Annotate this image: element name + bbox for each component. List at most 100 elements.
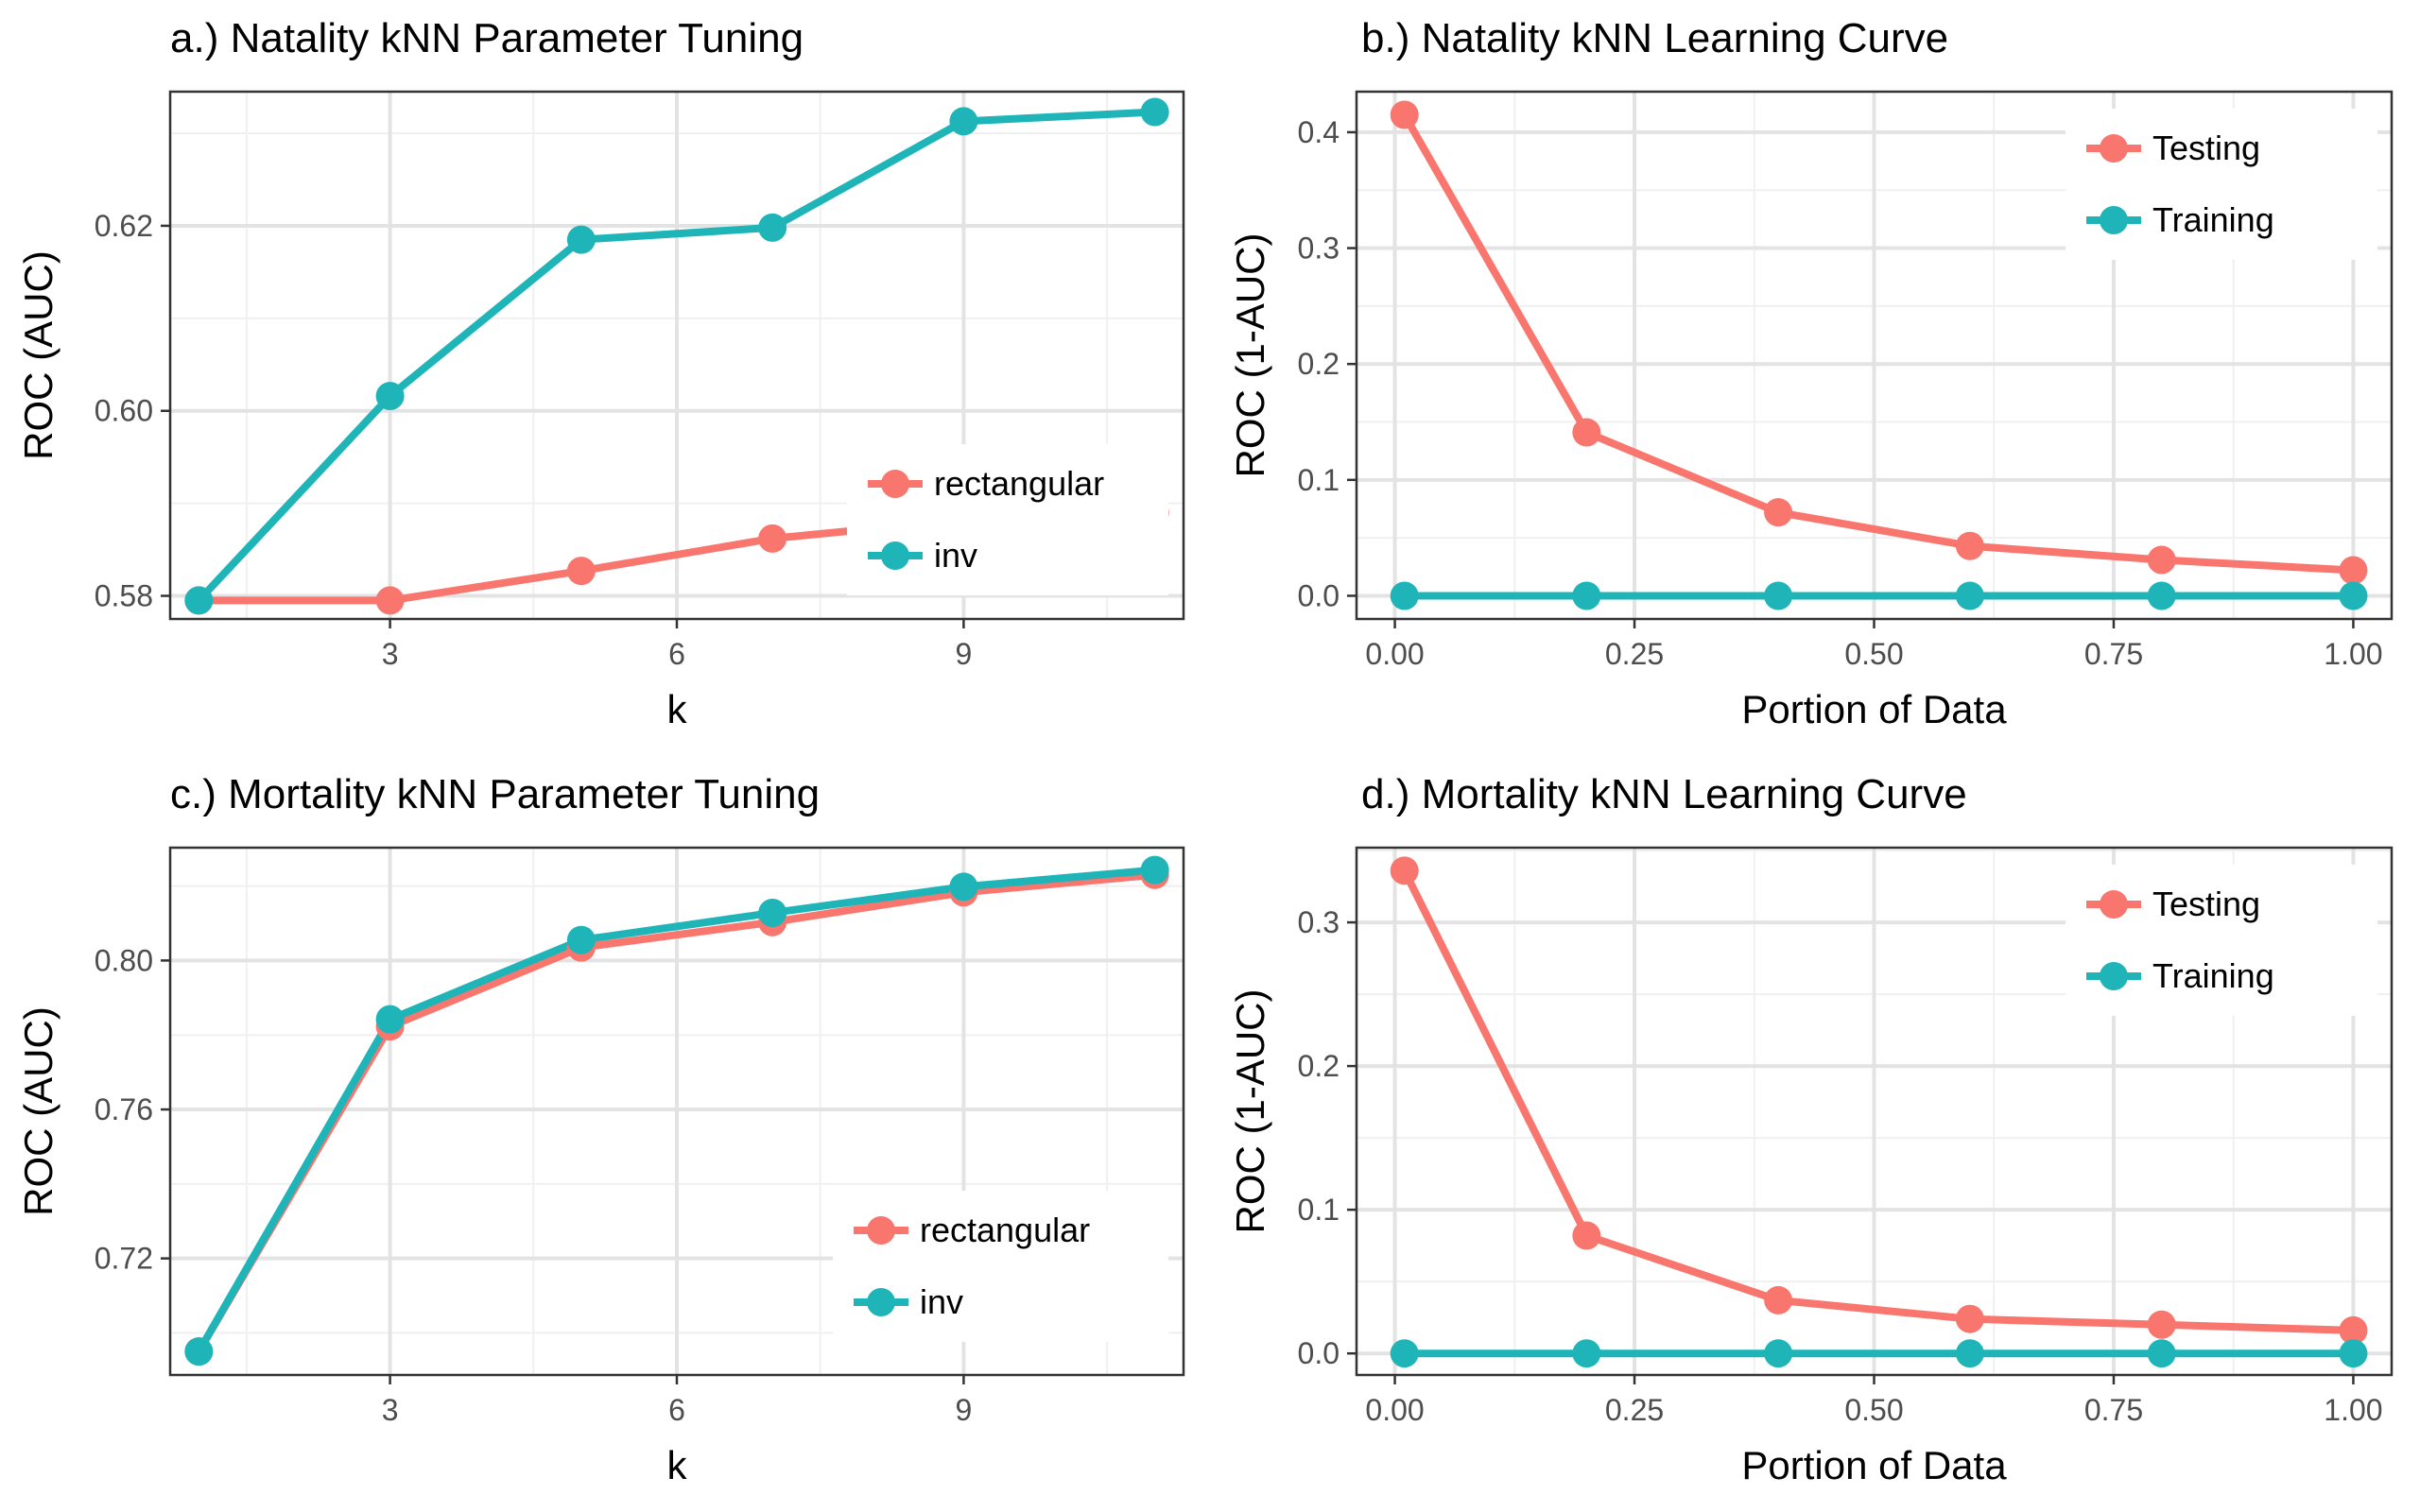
x-tick-label: 0.75 [2084, 637, 2143, 671]
data-point-inv [758, 898, 787, 927]
data-point-Training [1955, 581, 1984, 610]
legend-key-point [2100, 962, 2128, 990]
series-line-inv [196, 108, 1155, 604]
legend-label: inv [920, 1282, 963, 1321]
legend-label: inv [934, 536, 977, 575]
y-tick-label: 0.80 [95, 943, 153, 977]
data-point-Testing [1764, 498, 1793, 527]
y-tick-label: 0.3 [1298, 905, 1340, 939]
y-tick-label: 0.1 [1298, 463, 1340, 497]
data-point-Training [2339, 581, 2368, 610]
data-point-Testing [1390, 856, 1419, 885]
data-point-Testing [1572, 1221, 1601, 1250]
data-point-Testing [1955, 531, 1984, 560]
legend-key-point [2100, 134, 2128, 163]
data-point-Training [2147, 581, 2176, 610]
legend-label: Training [2152, 200, 2274, 239]
x-tick-label: 1.00 [2324, 1393, 2382, 1427]
legend-label: rectangular [934, 464, 1104, 503]
data-point-Testing [1572, 418, 1601, 447]
x-tick-label: 0.25 [1605, 637, 1664, 671]
legend-key-point [881, 470, 909, 498]
data-point-rectangular [758, 524, 787, 553]
legend-key-point [2100, 890, 2128, 919]
x-tick-label: 3 [382, 637, 399, 671]
chart-title: c.) Mortality kNN Parameter Tuning [170, 771, 821, 817]
y-tick-label: 0.62 [95, 209, 153, 243]
x-tick-label: 9 [955, 637, 972, 671]
y-tick-label: 0.2 [1298, 347, 1340, 381]
legend-label: Testing [2152, 129, 2260, 167]
y-tick-label: 0.1 [1298, 1193, 1340, 1227]
data-point-Training [2339, 1339, 2368, 1368]
data-point-inv [184, 1337, 214, 1366]
x-tick-label: 9 [955, 1393, 972, 1427]
data-point-inv [375, 1005, 405, 1034]
data-point-Testing [1390, 100, 1419, 129]
x-axis-title: k [667, 1443, 688, 1487]
y-axis-title: ROC (AUC) [16, 250, 60, 460]
legend-key-point [867, 1216, 895, 1245]
data-point-Testing [1955, 1304, 1984, 1333]
legend-key-point [2100, 206, 2128, 234]
y-tick-label: 0.0 [1298, 578, 1340, 612]
legend-label: Training [2152, 956, 2274, 995]
legend-label: Testing [2152, 885, 2260, 923]
data-point-Testing [2339, 556, 2368, 585]
x-tick-label: 0.25 [1605, 1393, 1664, 1427]
data-point-inv [949, 872, 978, 902]
data-point-Training [1764, 1339, 1793, 1368]
data-point-Testing [2147, 545, 2176, 575]
data-point-inv [1140, 855, 1169, 885]
y-tick-label: 0.76 [95, 1092, 153, 1126]
x-axis-title: Portion of Data [1741, 1443, 2007, 1487]
series-line-Testing [1401, 868, 2354, 1334]
legend-box [847, 444, 1168, 595]
x-axis-title: Portion of Data [1741, 687, 2007, 731]
legend-key-point [867, 1288, 895, 1316]
y-axis-title: ROC (AUC) [16, 1006, 60, 1216]
series-line-Testing [1401, 112, 2354, 575]
chart-title: b.) Natality kNN Learning Curve [1361, 15, 1949, 61]
data-point-inv [566, 925, 596, 954]
x-tick-label: 6 [668, 1393, 685, 1427]
y-tick-label: 0.4 [1298, 115, 1340, 149]
legend-box [833, 1191, 1168, 1342]
data-point-inv [1140, 97, 1169, 127]
data-point-inv [566, 225, 596, 254]
y-tick-label: 0.58 [95, 579, 153, 613]
data-point-inv [758, 213, 787, 242]
y-tick-label: 0.3 [1298, 232, 1340, 266]
data-point-Training [1572, 581, 1601, 610]
data-point-Training [1955, 1339, 1984, 1368]
x-tick-label: 0.75 [2084, 1393, 2143, 1427]
chart-title: d.) Mortality kNN Learning Curve [1361, 771, 1967, 817]
chart-1: Testing Training 0.00 0.25 0.50 0.75 1.00 0.0 0.… [1228, 90, 2394, 731]
data-point-Testing [2147, 1310, 2176, 1339]
y-tick-label: 0.2 [1298, 1049, 1340, 1083]
data-point-inv [184, 586, 214, 615]
x-tick-label: 0.50 [1844, 1393, 1903, 1427]
data-point-rectangular [566, 557, 596, 586]
chart-3: Testing Training 0.00 0.25 0.50 0.75 1.00 0.0 0.… [1228, 846, 2394, 1487]
y-axis-title: ROC (1-AUC) [1228, 989, 1272, 1234]
legend-key-point [881, 541, 909, 570]
x-tick-label: 3 [382, 1393, 399, 1427]
series-line-inv [195, 866, 1156, 1354]
data-point-Training [1390, 581, 1419, 610]
y-axis-title: ROC (1-AUC) [1228, 233, 1272, 478]
x-tick-label: 0.50 [1844, 637, 1903, 671]
chart-title: a.) Natality kNN Parameter Tuning [170, 15, 804, 61]
x-tick-label: 0.00 [1365, 1393, 1424, 1427]
chart-2: rectangular inv 3 6 9 0.72 0.76 0.80 k ROC (AUC) [16, 846, 1185, 1487]
data-point-Training [1764, 581, 1793, 610]
y-tick-label: 0.0 [1298, 1336, 1340, 1370]
chart-0: rectangular inv 3 6 9 0.58 0.60 0.62 k ROC (AUC) [16, 90, 1185, 731]
data-point-Testing [2339, 1315, 2368, 1345]
data-point-inv [375, 382, 405, 411]
legend-label: rectangular [920, 1211, 1090, 1249]
y-tick-label: 0.60 [95, 394, 153, 428]
y-tick-label: 0.72 [95, 1242, 153, 1276]
data-point-inv [949, 107, 978, 136]
